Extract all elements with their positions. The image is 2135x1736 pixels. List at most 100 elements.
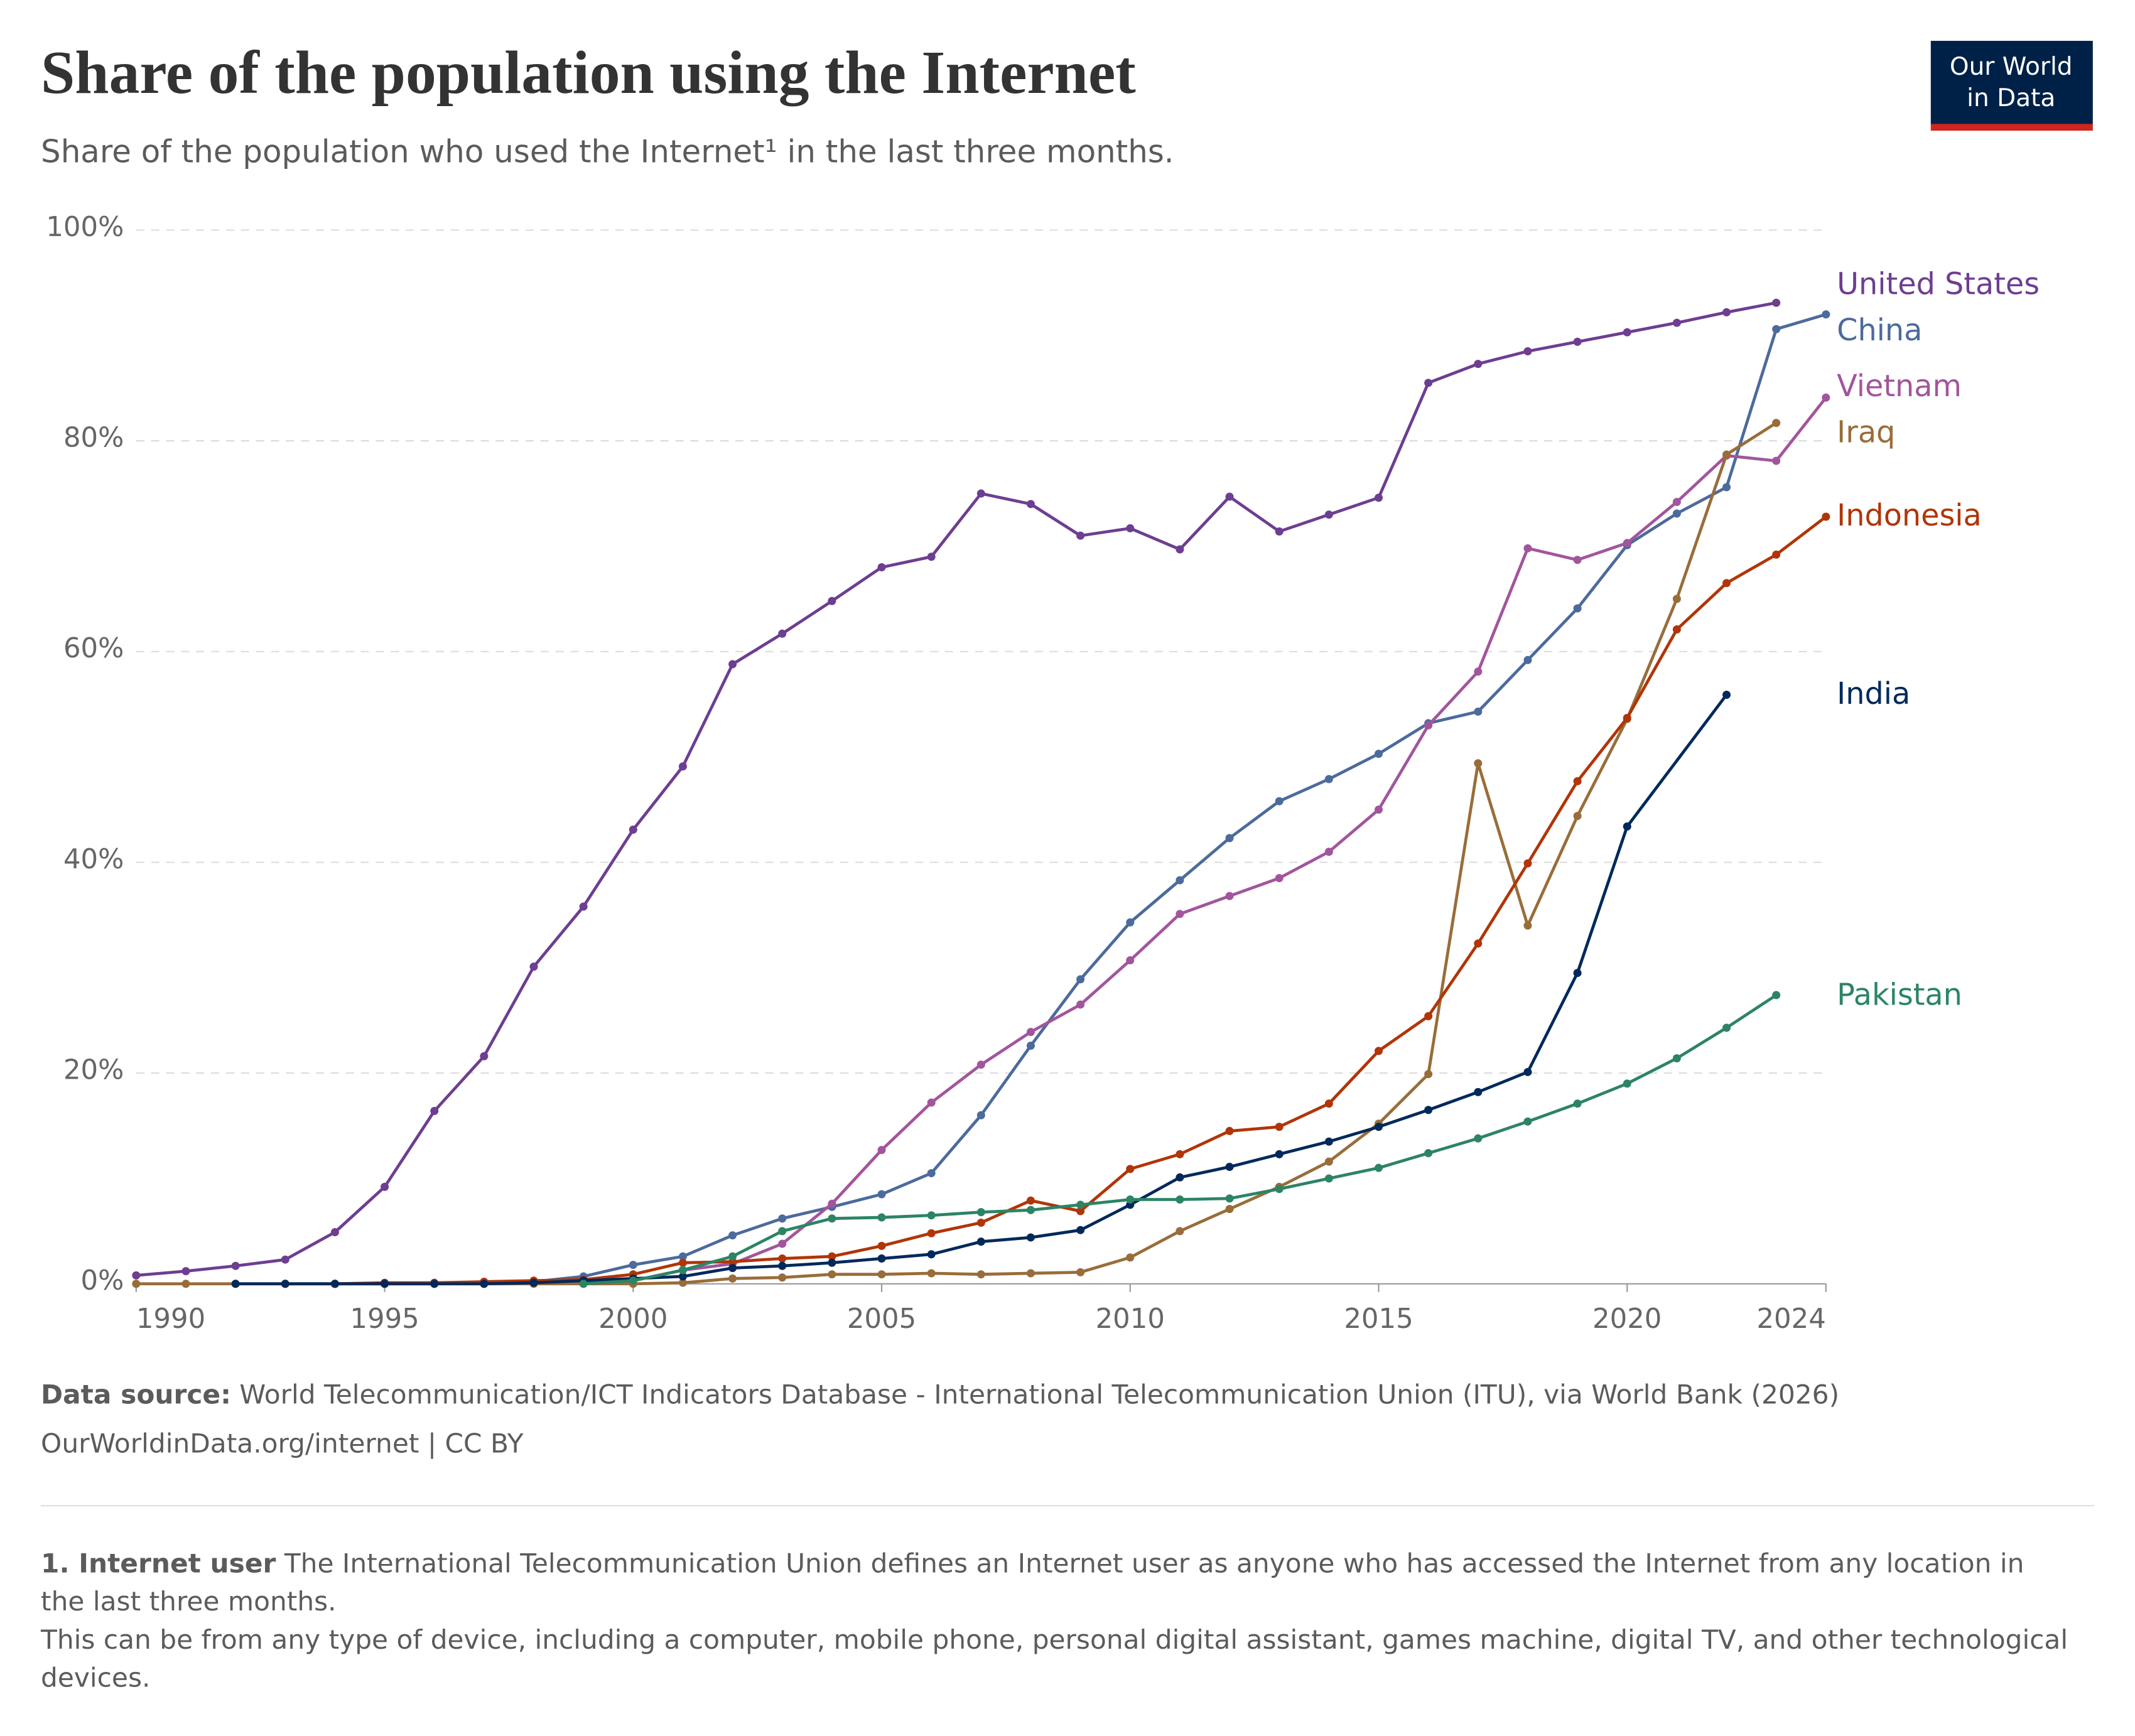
point [1126, 1253, 1135, 1262]
series-label: India [1837, 677, 1910, 711]
point [529, 1278, 538, 1287]
point [281, 1255, 289, 1264]
point [1076, 1207, 1085, 1216]
point [1722, 308, 1731, 316]
x-tick-label: 1990 [136, 1303, 205, 1335]
point [728, 1274, 737, 1283]
point [1424, 1106, 1433, 1114]
point [778, 629, 787, 638]
point [1324, 1099, 1333, 1108]
logo-box [1930, 41, 2093, 126]
point [1772, 325, 1781, 333]
point [976, 1060, 985, 1069]
point [1225, 892, 1234, 900]
line [583, 993, 1777, 1286]
point [1026, 1205, 1035, 1214]
point [877, 1254, 886, 1263]
point [828, 1199, 836, 1208]
point [1275, 797, 1284, 806]
point [231, 1261, 240, 1270]
y-tick-label: 0% [81, 1265, 124, 1297]
point [927, 1250, 936, 1259]
point [728, 1264, 737, 1273]
logo-text: in Data [1967, 84, 2055, 112]
point [1822, 393, 1830, 402]
point [132, 1271, 141, 1280]
point [1374, 1163, 1383, 1172]
point [1275, 1123, 1284, 1131]
point [1275, 1185, 1284, 1194]
note-2: This can be from any type of device, inc… [41, 1624, 2068, 1694]
point [1722, 450, 1731, 459]
point [1573, 969, 1582, 978]
point [1772, 419, 1781, 428]
point [1573, 337, 1582, 346]
point [1324, 848, 1333, 856]
y-tick-label: 60% [63, 633, 124, 664]
point [678, 1278, 687, 1287]
point [1225, 1194, 1234, 1203]
point [828, 596, 836, 605]
point [678, 762, 687, 771]
point [1523, 859, 1532, 868]
point [1225, 834, 1234, 843]
line [235, 694, 1728, 1286]
point [1623, 822, 1631, 831]
point [1126, 1165, 1135, 1173]
series-label: China [1837, 313, 1922, 348]
point [778, 1254, 787, 1263]
x-tick-label: 1995 [350, 1303, 419, 1335]
point [1822, 310, 1830, 319]
x-tick-label: 2005 [847, 1303, 916, 1335]
x-tick-label: 2000 [598, 1303, 668, 1335]
point [1722, 483, 1731, 492]
point [678, 1258, 687, 1267]
x-tick-label: 2015 [1344, 1303, 1413, 1335]
point [976, 1208, 985, 1217]
point [877, 1146, 886, 1155]
point [1573, 604, 1582, 613]
point [629, 825, 637, 834]
series-label: United States [1837, 267, 2040, 301]
point [1474, 939, 1483, 948]
line [285, 313, 1827, 1286]
point [1672, 625, 1681, 634]
point [1275, 874, 1284, 883]
point [629, 1276, 637, 1285]
point [728, 1252, 737, 1261]
point [927, 553, 936, 561]
point [828, 1270, 836, 1279]
point [1026, 1041, 1035, 1050]
x-tick-label: 2024 [1756, 1303, 1825, 1335]
point [927, 1211, 936, 1220]
series-label: Vietnam [1837, 369, 1962, 404]
point [1126, 1195, 1135, 1204]
point [1076, 1226, 1085, 1234]
point [1374, 806, 1383, 814]
point [1374, 493, 1383, 502]
point [1722, 691, 1731, 699]
point [1474, 1087, 1483, 1096]
point [1573, 777, 1582, 785]
series-label: Indonesia [1837, 499, 1982, 533]
point [678, 1252, 687, 1261]
point [579, 902, 588, 911]
point [1772, 456, 1781, 465]
y-tick-label: 100% [46, 212, 124, 243]
source-label: Data source: [41, 1379, 231, 1411]
point [1225, 1163, 1234, 1172]
point [1623, 1079, 1631, 1088]
point [281, 1280, 289, 1288]
point [1623, 539, 1631, 547]
point [1474, 759, 1483, 768]
point [728, 660, 737, 669]
source-text: World Telecommunication/ICT Indicators D… [239, 1379, 1840, 1411]
point [1424, 1011, 1433, 1021]
point [1672, 595, 1681, 603]
x-tick-label: 2010 [1096, 1303, 1165, 1335]
point [1573, 812, 1582, 821]
point [1772, 550, 1781, 559]
point [877, 1190, 886, 1199]
point [1176, 1195, 1184, 1204]
